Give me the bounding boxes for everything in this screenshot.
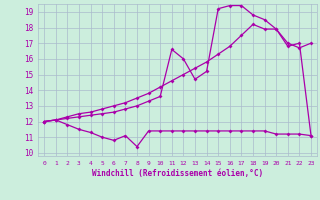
X-axis label: Windchill (Refroidissement éolien,°C): Windchill (Refroidissement éolien,°C) [92,169,263,178]
